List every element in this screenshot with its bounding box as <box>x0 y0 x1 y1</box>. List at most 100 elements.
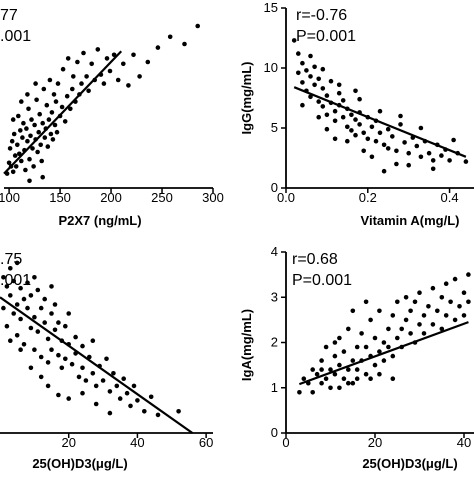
point-bottom-left-16 <box>28 325 34 331</box>
point-top-right-75 <box>361 148 367 154</box>
point-bottom-left-75 <box>93 401 99 407</box>
point-bottom-right-4 <box>310 390 316 395</box>
point-bottom-right-65 <box>457 304 462 309</box>
point-top-right-13 <box>320 104 326 109</box>
point-bottom-left-43 <box>76 374 82 380</box>
point-bottom-left-3 <box>4 323 10 329</box>
point-top-left-23 <box>29 117 34 122</box>
points-bottom-right <box>297 272 471 395</box>
point-bottom-left-76 <box>107 410 113 416</box>
point-top-left-19 <box>25 138 30 144</box>
panel-bottom-right: 0 1 2 3 4 0 20 40 r=0.68 P=0.001 IgA(mg/mL) 25… <box>239 244 474 471</box>
point-top-left-39 <box>45 144 51 149</box>
point-top-right-2 <box>296 70 301 76</box>
point-top-right-20 <box>332 118 338 124</box>
point-top-left-26 <box>32 122 37 128</box>
point-bottom-right-58 <box>439 326 445 332</box>
x-tick-label-top-left-4: 300 <box>202 190 224 205</box>
point-bottom-left-61 <box>131 383 137 389</box>
point-bottom-right-59 <box>439 295 445 300</box>
point-bottom-right-64 <box>452 276 458 282</box>
point-top-right-63 <box>357 96 362 102</box>
point-top-left-25 <box>31 164 36 169</box>
point-bottom-right-66 <box>461 290 467 296</box>
point-top-right-50 <box>418 154 424 160</box>
point-top-right-23 <box>340 114 346 120</box>
point-top-right-21 <box>336 90 342 96</box>
y-tick-label-top-right-0: 0 <box>271 180 278 195</box>
point-top-left-78 <box>137 74 142 79</box>
point-top-left-54 <box>64 93 70 99</box>
point-top-left-21 <box>27 156 32 162</box>
point-bottom-right-62 <box>448 299 453 305</box>
x-tick-label-top-left-1: 150 <box>49 190 71 205</box>
point-top-left-14 <box>20 135 25 140</box>
point-bottom-right-61 <box>443 281 449 287</box>
point-top-left-85 <box>25 92 30 97</box>
point-bottom-right-50 <box>417 322 422 327</box>
point-bottom-right-49 <box>412 299 418 305</box>
point-top-right-62 <box>336 82 342 88</box>
point-bottom-left-31 <box>52 302 58 307</box>
point-bottom-left-5 <box>8 266 13 271</box>
point-bottom-right-17 <box>341 349 347 354</box>
point-top-left-34 <box>40 120 45 126</box>
point-top-left-47 <box>53 99 59 104</box>
point-bottom-right-38 <box>390 313 396 318</box>
point-top-right-36 <box>369 124 375 130</box>
point-top-right-42 <box>385 146 391 151</box>
point-bottom-left-70 <box>38 374 44 380</box>
point-top-right-28 <box>349 112 354 118</box>
point-top-right-61 <box>320 66 326 72</box>
point-bottom-left-57 <box>117 396 123 401</box>
point-bottom-right-18 <box>346 367 351 372</box>
point-bottom-left-49 <box>90 338 96 344</box>
point-top-left-86 <box>33 81 38 86</box>
point-top-left-77 <box>131 52 136 58</box>
point-bottom-left-64 <box>148 394 154 400</box>
point-bottom-right-71 <box>350 308 356 314</box>
point-bottom-right-27 <box>363 344 369 350</box>
point-top-left-2 <box>7 146 13 151</box>
point-top-right-71 <box>430 166 436 172</box>
point-bottom-right-31 <box>372 335 378 341</box>
point-top-left-44 <box>50 137 56 142</box>
point-top-left-80 <box>155 45 161 50</box>
point-bottom-left-66 <box>176 409 181 414</box>
point-bottom-right-9 <box>323 344 329 350</box>
point-bottom-left-46 <box>83 378 89 383</box>
point-bottom-right-45 <box>403 295 409 300</box>
point-bottom-left-24 <box>42 320 47 325</box>
x-axis-label-top-right: Vitamin A(mg/L) <box>361 213 460 228</box>
point-bottom-right-26 <box>363 371 369 377</box>
point-bottom-left-62 <box>135 398 140 403</box>
point-bottom-left-54 <box>107 389 113 394</box>
point-top-right-77 <box>406 162 412 168</box>
x-tick-label-bottom-right-2: 40 <box>457 435 471 450</box>
point-top-left-15 <box>21 120 26 126</box>
point-bottom-right-51 <box>417 290 422 296</box>
point-top-left-46 <box>52 122 58 128</box>
point-top-left-7 <box>12 153 18 158</box>
point-bottom-right-69 <box>466 299 471 305</box>
point-top-left-32 <box>38 142 43 148</box>
point-bottom-left-28 <box>49 311 54 316</box>
point-top-left-56 <box>68 106 73 112</box>
point-top-left-33 <box>39 158 44 164</box>
point-bottom-left-33 <box>56 320 61 325</box>
point-top-left-60 <box>75 59 80 65</box>
point-bottom-right-12 <box>332 353 338 359</box>
point-top-left-10 <box>15 113 21 119</box>
point-top-left-83 <box>195 23 200 29</box>
point-top-left-87 <box>40 174 45 180</box>
point-top-right-57 <box>447 158 452 163</box>
points-bottom-left <box>1 260 181 418</box>
point-top-left-53 <box>62 119 68 124</box>
point-bottom-right-6 <box>319 380 324 386</box>
point-top-right-76 <box>381 168 387 174</box>
x-tick-label-bottom-left-0: 20 <box>61 435 75 450</box>
y-ticks-bottom-right: 0 1 2 3 4 <box>271 244 286 440</box>
x-axis-label-bottom-left: 25(OH)D3(μg/L) <box>32 456 127 471</box>
panel-bottom-left: .75 .001 20 40 60 25(OH)D3(μg/L) <box>0 251 213 471</box>
